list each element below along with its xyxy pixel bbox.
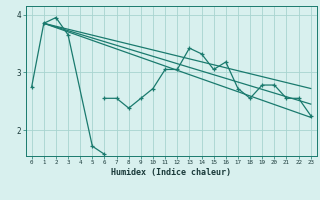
X-axis label: Humidex (Indice chaleur): Humidex (Indice chaleur) xyxy=(111,168,231,177)
